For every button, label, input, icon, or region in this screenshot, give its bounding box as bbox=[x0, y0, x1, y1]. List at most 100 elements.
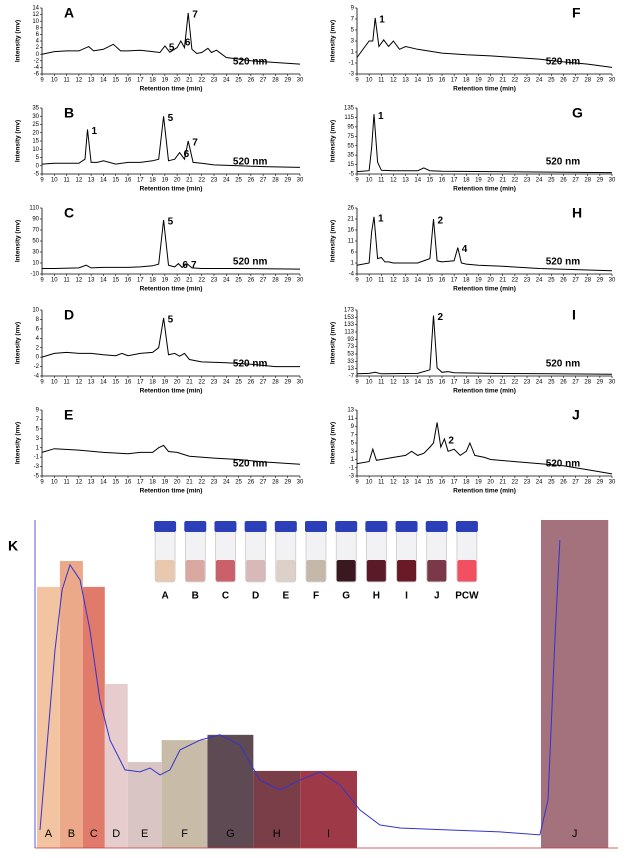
x-tick-label: 10 bbox=[51, 178, 58, 184]
x-tick-label: 24 bbox=[536, 380, 543, 386]
vial-label: A bbox=[161, 591, 168, 602]
y-tick-label: 5 bbox=[351, 28, 355, 34]
y-tick-label: 11 bbox=[348, 416, 355, 422]
y-tick-label: 21 bbox=[347, 217, 354, 223]
x-tick-label: 24 bbox=[223, 178, 230, 184]
x-tick-label: 23 bbox=[524, 278, 531, 284]
y-tick-label: -3 bbox=[34, 464, 40, 470]
x-tick-label: 15 bbox=[427, 178, 434, 184]
x-tick-label: 30 bbox=[609, 278, 616, 284]
y-tick-label: 153 bbox=[344, 315, 355, 321]
x-tick-label: 30 bbox=[297, 380, 304, 386]
chromatogram-trace bbox=[42, 220, 301, 270]
chromatogram-trace bbox=[41, 116, 301, 168]
y-tick-label: 2 bbox=[36, 45, 40, 51]
y-tick-label: 15 bbox=[347, 162, 354, 168]
wavelength-label: 520 nm bbox=[546, 459, 581, 470]
peak-label: 7 bbox=[192, 138, 198, 149]
x-tick-label: 16 bbox=[439, 78, 446, 84]
vial-liquid bbox=[336, 560, 356, 582]
peak-label: 6 bbox=[185, 38, 191, 49]
vial-label: I bbox=[405, 591, 408, 602]
y-axis-label: Intensity (mv) bbox=[330, 120, 337, 162]
x-tick-label: 26 bbox=[248, 380, 255, 386]
x-tick-label: 22 bbox=[198, 278, 205, 284]
y-tick-label: 5 bbox=[36, 426, 40, 432]
y-tick-label: 133 bbox=[344, 322, 355, 328]
y-tick-label: 55 bbox=[347, 143, 354, 149]
y-tick-label: -3 bbox=[349, 474, 355, 480]
x-tick-label: 16 bbox=[125, 480, 132, 486]
x-tick-label: 12 bbox=[390, 480, 397, 486]
x-tick-label: 16 bbox=[125, 78, 132, 84]
x-tick-label: 24 bbox=[536, 278, 543, 284]
x-tick-label: 12 bbox=[76, 78, 83, 84]
panel-label: C bbox=[64, 205, 74, 221]
y-tick-label: 14 bbox=[32, 6, 39, 12]
x-tick-label: 16 bbox=[439, 178, 446, 184]
y-tick-label: 8 bbox=[36, 25, 40, 31]
x-tick-label: 23 bbox=[211, 178, 218, 184]
fraction-label: B bbox=[68, 828, 75, 840]
x-tick-label: 25 bbox=[548, 78, 555, 84]
y-tick-label: 1 bbox=[351, 261, 355, 267]
x-tick-label: 28 bbox=[584, 380, 591, 386]
peak-label: 2 bbox=[438, 216, 444, 227]
x-tick-label: 28 bbox=[272, 78, 279, 84]
peak-label: 2 bbox=[448, 436, 454, 447]
fraction-bar bbox=[207, 734, 254, 848]
x-tick-label: 20 bbox=[487, 278, 494, 284]
y-tick-label: -2 bbox=[34, 58, 40, 64]
vial-label: F bbox=[313, 591, 319, 602]
x-tick-label: 11 bbox=[63, 278, 70, 284]
x-tick-label: 13 bbox=[402, 480, 409, 486]
x-tick-label: 30 bbox=[609, 178, 616, 184]
peak-label: 1 bbox=[91, 126, 97, 137]
x-tick-label: 27 bbox=[260, 78, 267, 84]
vial-label: B bbox=[192, 591, 199, 602]
y-tick-label: 50 bbox=[32, 239, 39, 245]
y-tick-label: -1 bbox=[349, 465, 355, 471]
y-tick-label: 6 bbox=[36, 32, 40, 38]
x-tick-label: 15 bbox=[112, 78, 119, 84]
x-tick-label: 25 bbox=[548, 480, 555, 486]
x-tick-label: 22 bbox=[512, 380, 519, 386]
x-tick-label: 29 bbox=[284, 278, 291, 284]
x-tick-label: 23 bbox=[524, 380, 531, 386]
peak-label: 5 bbox=[168, 315, 174, 326]
y-tick-label: 10 bbox=[32, 19, 39, 25]
vial-liquid bbox=[185, 560, 205, 582]
x-axis-label: Retention time (min) bbox=[453, 488, 516, 495]
x-tick-label: 13 bbox=[88, 178, 95, 184]
x-tick-label: 20 bbox=[487, 480, 494, 486]
x-tick-label: 13 bbox=[402, 178, 409, 184]
y-axis-label: Intensity (mv) bbox=[15, 322, 22, 364]
x-tick-label: 23 bbox=[524, 178, 531, 184]
y-tick-label: 6 bbox=[36, 326, 40, 332]
y-axis-label: Intensity (mv) bbox=[330, 20, 337, 62]
chromatogram-trace bbox=[41, 12, 301, 65]
x-tick-label: 14 bbox=[100, 278, 107, 284]
vial-label: D bbox=[252, 591, 259, 602]
x-tick-label: 15 bbox=[112, 178, 119, 184]
panel-label: I bbox=[572, 307, 576, 323]
x-tick-label: 17 bbox=[137, 78, 144, 84]
x-tick-label: 28 bbox=[272, 480, 279, 486]
chromatogram-trace bbox=[356, 114, 613, 174]
wavelength-label: 520 nm bbox=[546, 359, 581, 370]
vial-cap bbox=[184, 521, 207, 532]
y-tick-label: 10 bbox=[32, 147, 39, 153]
x-tick-label: 12 bbox=[390, 278, 397, 284]
peak-label: 2 bbox=[438, 312, 444, 323]
x-tick-label: 22 bbox=[198, 178, 205, 184]
x-tick-label: 19 bbox=[475, 78, 482, 84]
y-tick-label: 12 bbox=[32, 12, 39, 18]
x-tick-label: 18 bbox=[149, 380, 156, 386]
fraction-bar bbox=[300, 770, 357, 848]
vial-liquid bbox=[457, 560, 477, 582]
panel-label: A bbox=[64, 5, 74, 21]
chromatogram-trace bbox=[41, 317, 300, 368]
panel-label: E bbox=[64, 407, 73, 423]
x-axis-label: Retention time (min) bbox=[140, 286, 203, 293]
chromatogram-trace bbox=[356, 216, 613, 272]
